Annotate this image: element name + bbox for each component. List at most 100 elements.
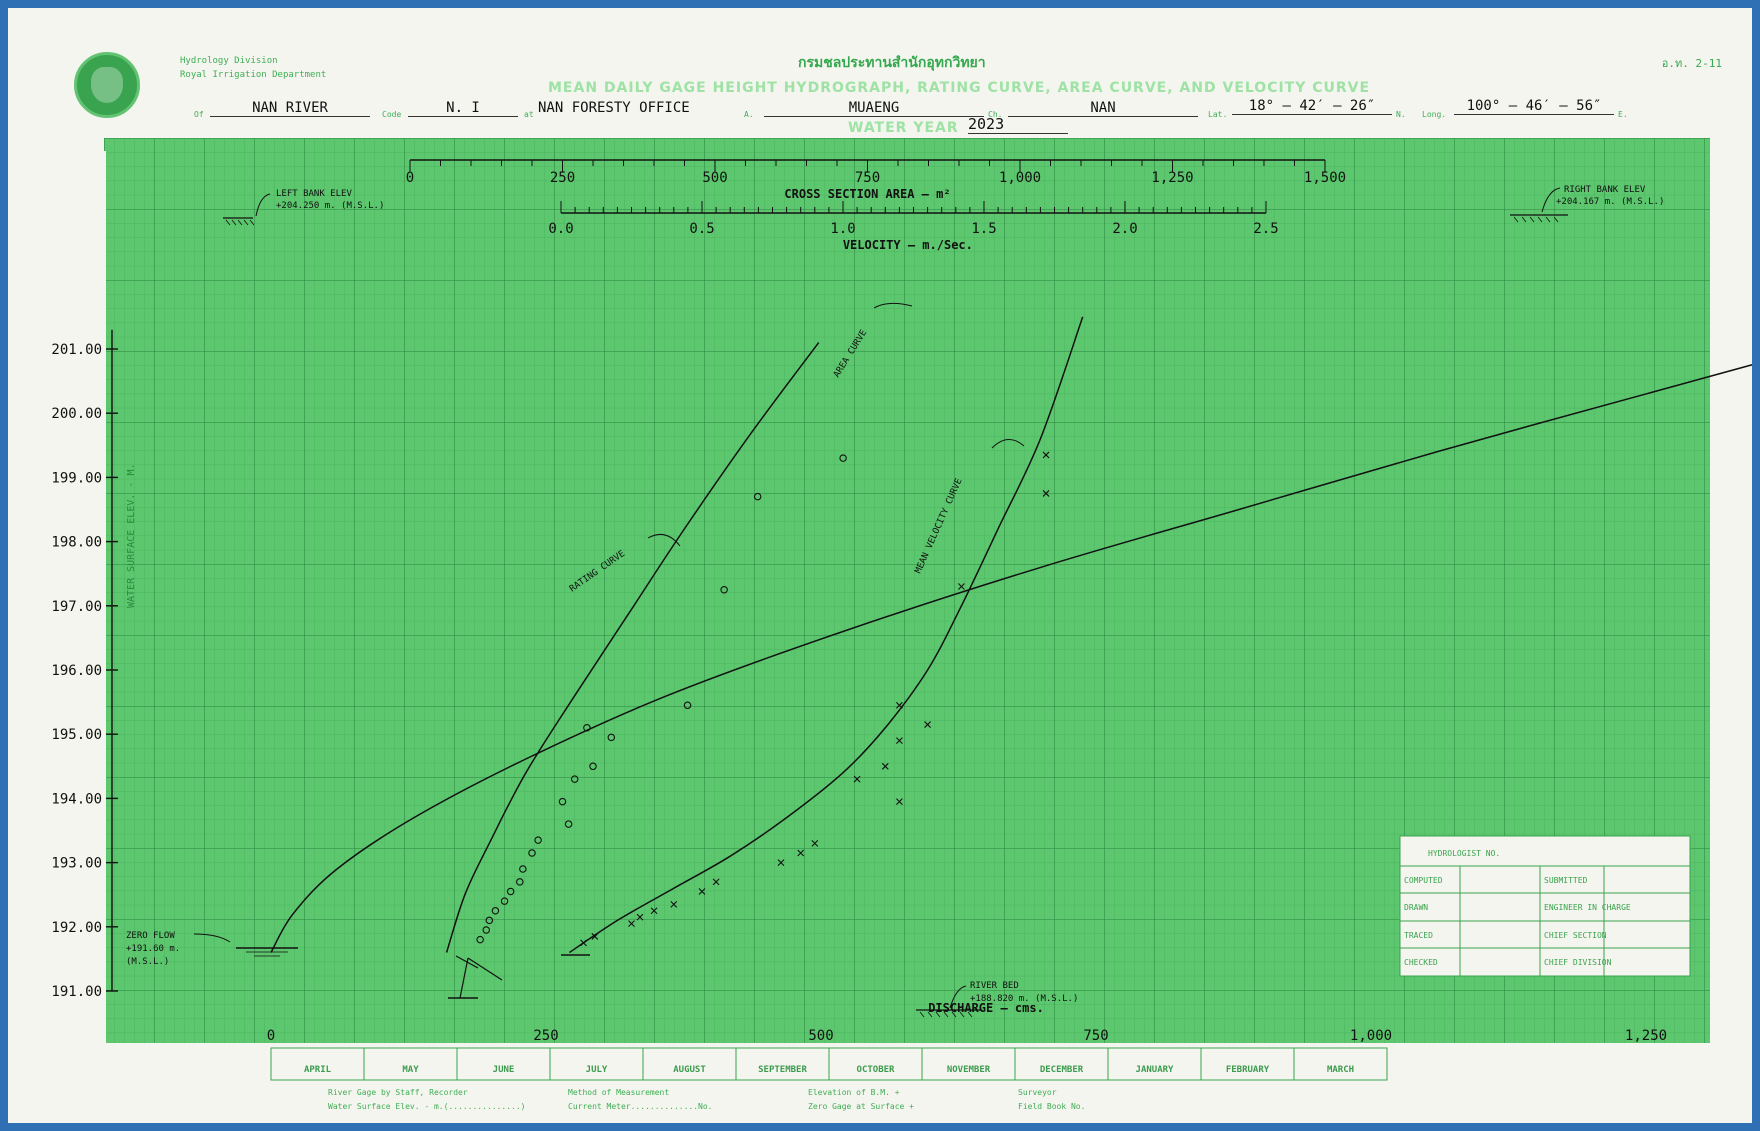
amphoe-label: A. — [744, 110, 754, 119]
y-axis-side-label: WATER SURFACE ELEV. - M. — [126, 464, 137, 609]
computed-label: COMPUTED — [1404, 876, 1443, 885]
area-observation-point — [589, 762, 597, 771]
y-tick-label: 193.00 — [51, 856, 102, 872]
velocity-observation-point — [1042, 490, 1050, 497]
at-label: at — [524, 110, 534, 119]
month-label: FEBRUARY — [1226, 1065, 1270, 1075]
changwat-label: Ch. — [988, 110, 1003, 119]
month-label: SEPTEMBER — [758, 1065, 807, 1075]
area-observation-point — [482, 926, 490, 934]
discharge-tick-label: 500 — [808, 1028, 833, 1044]
velocity-observation-point — [670, 900, 678, 908]
discharge-tick-label: 0 — [267, 1028, 275, 1044]
velocity-tick-label: 2.0 — [1112, 221, 1137, 237]
footer-surveyor: Surveyor — [1018, 1088, 1057, 1097]
chief-section-label: CHIEF SECTION — [1544, 931, 1607, 940]
month-cell — [921, 1047, 1016, 1081]
velocity-curve-leader — [991, 439, 1025, 449]
area-observation-point — [476, 935, 484, 944]
month-cell — [735, 1047, 830, 1081]
area-observation-point — [519, 865, 527, 873]
y-label-strip — [48, 151, 106, 1047]
velocity-axis-title: VELOCITY — m./Sec. — [843, 238, 973, 252]
river-name: NAN RIVER — [210, 100, 370, 117]
left-bank-hatch — [225, 219, 255, 226]
lat-label: Lat. — [1208, 110, 1228, 119]
velocity-tick-label: 1.0 — [830, 221, 855, 237]
discharge-axis-title: DISCHARGE — cms. — [928, 1001, 1044, 1015]
velocity-observation-point — [958, 583, 965, 590]
y-tick-label: 201.00 — [51, 342, 102, 358]
month-label: MAY — [402, 1065, 419, 1075]
month-label: JULY — [586, 1065, 608, 1075]
rating-curve-leader — [647, 533, 681, 547]
area-tick-label: 1,000 — [999, 170, 1041, 186]
footer-meter: Current Meter..............No. — [568, 1102, 713, 1111]
velocity-tick-label: 2.5 — [1253, 221, 1278, 237]
velocity-observation-point — [712, 878, 720, 886]
velocity-observation-point — [580, 939, 587, 947]
area-tick-label: 1,500 — [1304, 170, 1346, 186]
area-tick-label: 500 — [702, 170, 727, 186]
y-tick-label: 200.00 — [51, 406, 102, 422]
discharge-tick-label: 1,000 — [1350, 1028, 1392, 1044]
org-line-2: Royal Irrigation Department — [180, 70, 327, 80]
river-bed-leader — [949, 985, 967, 1009]
month-cell — [1107, 1047, 1202, 1081]
area-observation-point — [753, 492, 762, 501]
area-tick-label: 0 — [406, 170, 414, 186]
month-cell — [1014, 1047, 1109, 1081]
month-label: OCTOBER — [857, 1065, 896, 1075]
velocity-observation-point — [650, 907, 658, 915]
left-bank-line2: +204.250 m. (M.S.L.) — [276, 201, 384, 211]
station-name: NAN FORESTY OFFICE — [538, 100, 690, 116]
area-observation-point — [534, 836, 542, 844]
month-label: JANUARY — [1136, 1065, 1175, 1075]
velocity-observation-point — [1042, 451, 1050, 459]
velocity-observation-point — [924, 721, 931, 728]
footer-fieldbook: Field Book No. — [1018, 1102, 1086, 1111]
y-tick-label: 194.00 — [51, 791, 102, 807]
month-cell — [1200, 1047, 1295, 1081]
chart-svg: WATER SURFACE ELEV. - M. HYDROLOGIST NO.… — [48, 138, 1752, 1081]
area-tick-label: 750 — [855, 170, 880, 186]
month-label: AUGUST — [673, 1065, 706, 1075]
chart-sheet: Hydrology Division Royal Irrigation Depa… — [8, 8, 1752, 1123]
area-observation-point — [607, 733, 616, 742]
footer-zero-gage: Zero Gage at Surface + — [808, 1102, 914, 1111]
area-observation-point — [720, 585, 728, 594]
main-title: MEAN DAILY GAGE HEIGHT HYDROGRAPH, RATIN… — [548, 80, 1371, 96]
month-label: MARCH — [1327, 1065, 1354, 1075]
month-cell — [270, 1047, 365, 1081]
velocity-tick-label: 0.5 — [689, 221, 714, 237]
longitude-value: 100° — 46′ — 56″ — [1454, 98, 1614, 115]
month-cell — [828, 1047, 923, 1081]
month-label: NOVEMBER — [947, 1065, 991, 1075]
latitude-value: 18° — 42′ — 26″ — [1232, 98, 1392, 115]
right-bank-line2: +204.167 m. (M.S.L.) — [1556, 197, 1664, 207]
title-block-box — [1399, 835, 1691, 977]
axes-group: 191.00 192.00 193.00 194.00 195.00 196.00 197.… — [51, 159, 1667, 1044]
area-observation-point — [583, 724, 591, 732]
station-code: N. I — [408, 100, 518, 117]
right-bank-line1: RIGHT BANK ELEV — [1564, 185, 1646, 195]
area-observation-point — [558, 797, 567, 806]
area-curve-leader — [873, 302, 913, 309]
water-year-value: 2023 — [968, 115, 1005, 133]
submitted-label: SUBMITTED — [1544, 876, 1588, 885]
y-tick-label: 197.00 — [51, 599, 102, 615]
month-label: DECEMBER — [1040, 1065, 1084, 1075]
area-curve-line — [445, 342, 820, 953]
footer-bm: Elevation of B.M. + — [808, 1088, 900, 1097]
area-observation-point — [839, 454, 847, 462]
month-label: JUNE — [493, 1065, 515, 1075]
area-observation-point — [564, 820, 573, 828]
zero-flow-line3: (M.S.L.) — [126, 957, 169, 967]
water-year-label: WATER YEAR — [848, 120, 959, 136]
month-cell — [642, 1047, 737, 1081]
zero-flow-line2: +191.60 m. — [126, 944, 180, 954]
month-cell — [363, 1047, 458, 1081]
velocity-observation-point — [698, 888, 706, 895]
long-label: Long. — [1422, 110, 1447, 119]
river-bed-line2: +188.820 m. (M.S.L.) — [970, 994, 1078, 1004]
